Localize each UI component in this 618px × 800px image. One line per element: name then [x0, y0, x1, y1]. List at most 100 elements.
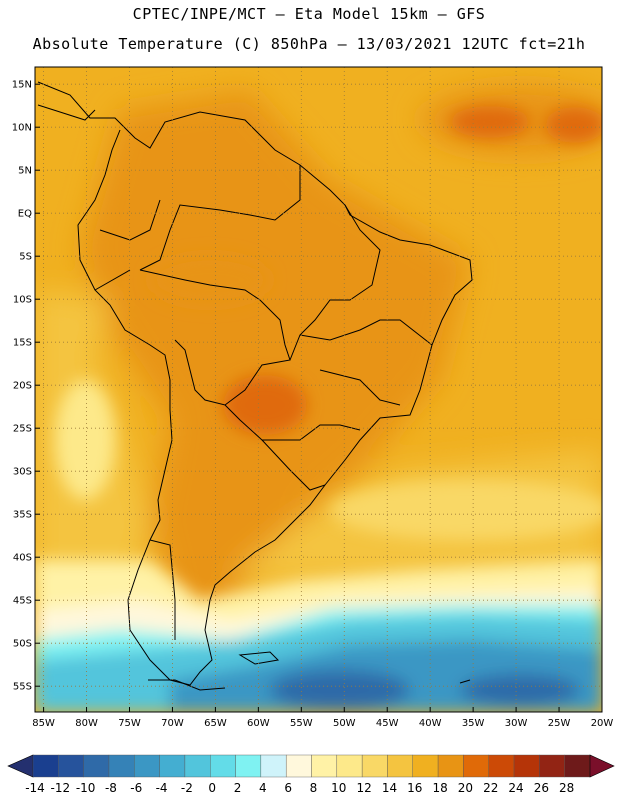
lon-label: 45W: [376, 718, 399, 729]
colorbar-label: 10: [331, 781, 346, 795]
colorbar-swatch: [513, 754, 540, 778]
colorbar-label: 16: [407, 781, 422, 795]
colorbar-swatch: [412, 754, 439, 778]
colorbar-swatch: [108, 754, 135, 778]
lon-label: 75W: [118, 718, 141, 729]
lat-label: 30S: [13, 467, 32, 478]
field-pacific-pale: [55, 380, 115, 500]
colorbar-swatch: [437, 754, 464, 778]
colorbar-swatch: [159, 754, 186, 778]
colorbar-swatch: [539, 754, 565, 778]
south-america-coast: [37, 81, 473, 686]
border-colombia: [99, 199, 161, 241]
colorbar-swatch: [463, 754, 489, 778]
lat-label: 45S: [13, 596, 32, 607]
colorbar-label: 8: [310, 781, 318, 795]
lat-label: 5N: [18, 166, 32, 177]
colorbar-label: 14: [382, 781, 397, 795]
lon-label: 30W: [505, 718, 528, 729]
colorbar-label: 2: [234, 781, 242, 795]
lat-label: 25S: [13, 424, 32, 435]
lon-label: 65W: [204, 718, 227, 729]
map-frame: [34, 66, 603, 713]
colorbar-over-arrow: [589, 754, 615, 778]
colorbar-label: 20: [458, 781, 473, 795]
lon-label: 60W: [247, 718, 270, 729]
colorbar-swatch: [564, 754, 591, 778]
lat-label: 5S: [19, 252, 32, 263]
border-ecuador: [94, 269, 131, 291]
border-chile-argentina: [149, 539, 176, 640]
colorbar-swatch: [83, 754, 110, 778]
lat-label: 35S: [13, 510, 32, 521]
border-states-3: [319, 369, 401, 406]
colorbar-swatch: [361, 754, 388, 778]
lon-label: 35W: [462, 718, 485, 729]
lon-label: 85W: [32, 718, 55, 729]
colorbar-label: 12: [356, 781, 371, 795]
colorbar-swatch: [488, 754, 515, 778]
colorbar-label: -6: [130, 781, 142, 795]
colorbar-label: 4: [259, 781, 267, 795]
colorbar-swatch: [210, 754, 236, 778]
chart-title: CPTEC/INPE/MCT – Eta Model 15km – GFS: [132, 5, 486, 23]
central-america: [37, 104, 96, 121]
colorbar-label: 28: [559, 781, 574, 795]
colorbar-under-arrow: [7, 754, 34, 778]
colorbar-label: 24: [508, 781, 523, 795]
border-paraguay: [224, 404, 361, 441]
lon-axis: 85W 80W 75W 70W 65W 60W 55W 50W 45W 40W 35W 30W 25W 2…: [32, 707, 613, 729]
border-brazil-states: [289, 204, 381, 361]
lat-label: 15N: [12, 80, 32, 91]
colorbar-label: -12: [51, 781, 71, 795]
lat-label: 40S: [13, 553, 32, 564]
falklands: [238, 651, 280, 665]
colorbar-swatch: [311, 754, 338, 778]
field-hot-atlantic-ne: [545, 107, 602, 143]
colorbar-label: 26: [534, 781, 549, 795]
field-atlantic-pale: [330, 480, 602, 540]
colorbar-swatch: [260, 754, 287, 778]
colorbar-swatch: [58, 754, 84, 778]
colorbar: -14 -12 -10 -8 -6 -4 -2 0 2 4 6 8 10 12 14 16 18 20 22 24 26…: [7, 754, 615, 795]
south-georgia: [459, 679, 471, 684]
map-grid: [35, 67, 602, 712]
colorbar-label: -2: [181, 781, 193, 795]
tierra-del-fuego: [148, 679, 226, 691]
lat-label: 50S: [13, 639, 32, 650]
lat-label: 55S: [13, 682, 32, 693]
colorbar-label: 0: [208, 781, 216, 795]
colorbar-swatch: [235, 754, 262, 778]
border-north: [139, 165, 301, 271]
colorbar-swatch: [184, 754, 211, 778]
lat-label: 10S: [13, 295, 32, 306]
lon-label: 55W: [290, 718, 313, 729]
field-cold-core-2: [460, 674, 580, 706]
colorbar-swatch: [387, 754, 413, 778]
colorbar-label: 6: [284, 781, 292, 795]
colorbar-label: -4: [156, 781, 168, 795]
lon-label: 70W: [161, 718, 184, 729]
colorbar-label: 22: [483, 781, 498, 795]
colorbar-label: 18: [432, 781, 447, 795]
lat-label: 20S: [13, 381, 32, 392]
lon-label: 40W: [419, 718, 442, 729]
lon-label: 50W: [333, 718, 356, 729]
field-cold-core-1: [270, 670, 410, 710]
field-hot-atlantic-n: [450, 106, 530, 138]
border-uruguay: [261, 439, 326, 491]
colorbar-label: -10: [76, 781, 96, 795]
lat-axis: 15N 10N 5N EQ 5S 10S 15S 20S 25S 30S 35S 40S 45S 50S 5…: [12, 80, 40, 693]
lon-label: 80W: [75, 718, 98, 729]
lat-label: 15S: [13, 338, 32, 349]
field-warm-amazon: [150, 255, 270, 305]
colorbar-swatch: [285, 754, 312, 778]
lon-label: 20W: [591, 718, 614, 729]
border-states-2: [299, 319, 433, 346]
lat-label: 10N: [12, 123, 32, 134]
colorbar-swatch: [336, 754, 363, 778]
lat-label: EQ: [18, 209, 32, 220]
temperature-field: [35, 67, 602, 712]
field-hot-paraguay: [223, 375, 307, 435]
